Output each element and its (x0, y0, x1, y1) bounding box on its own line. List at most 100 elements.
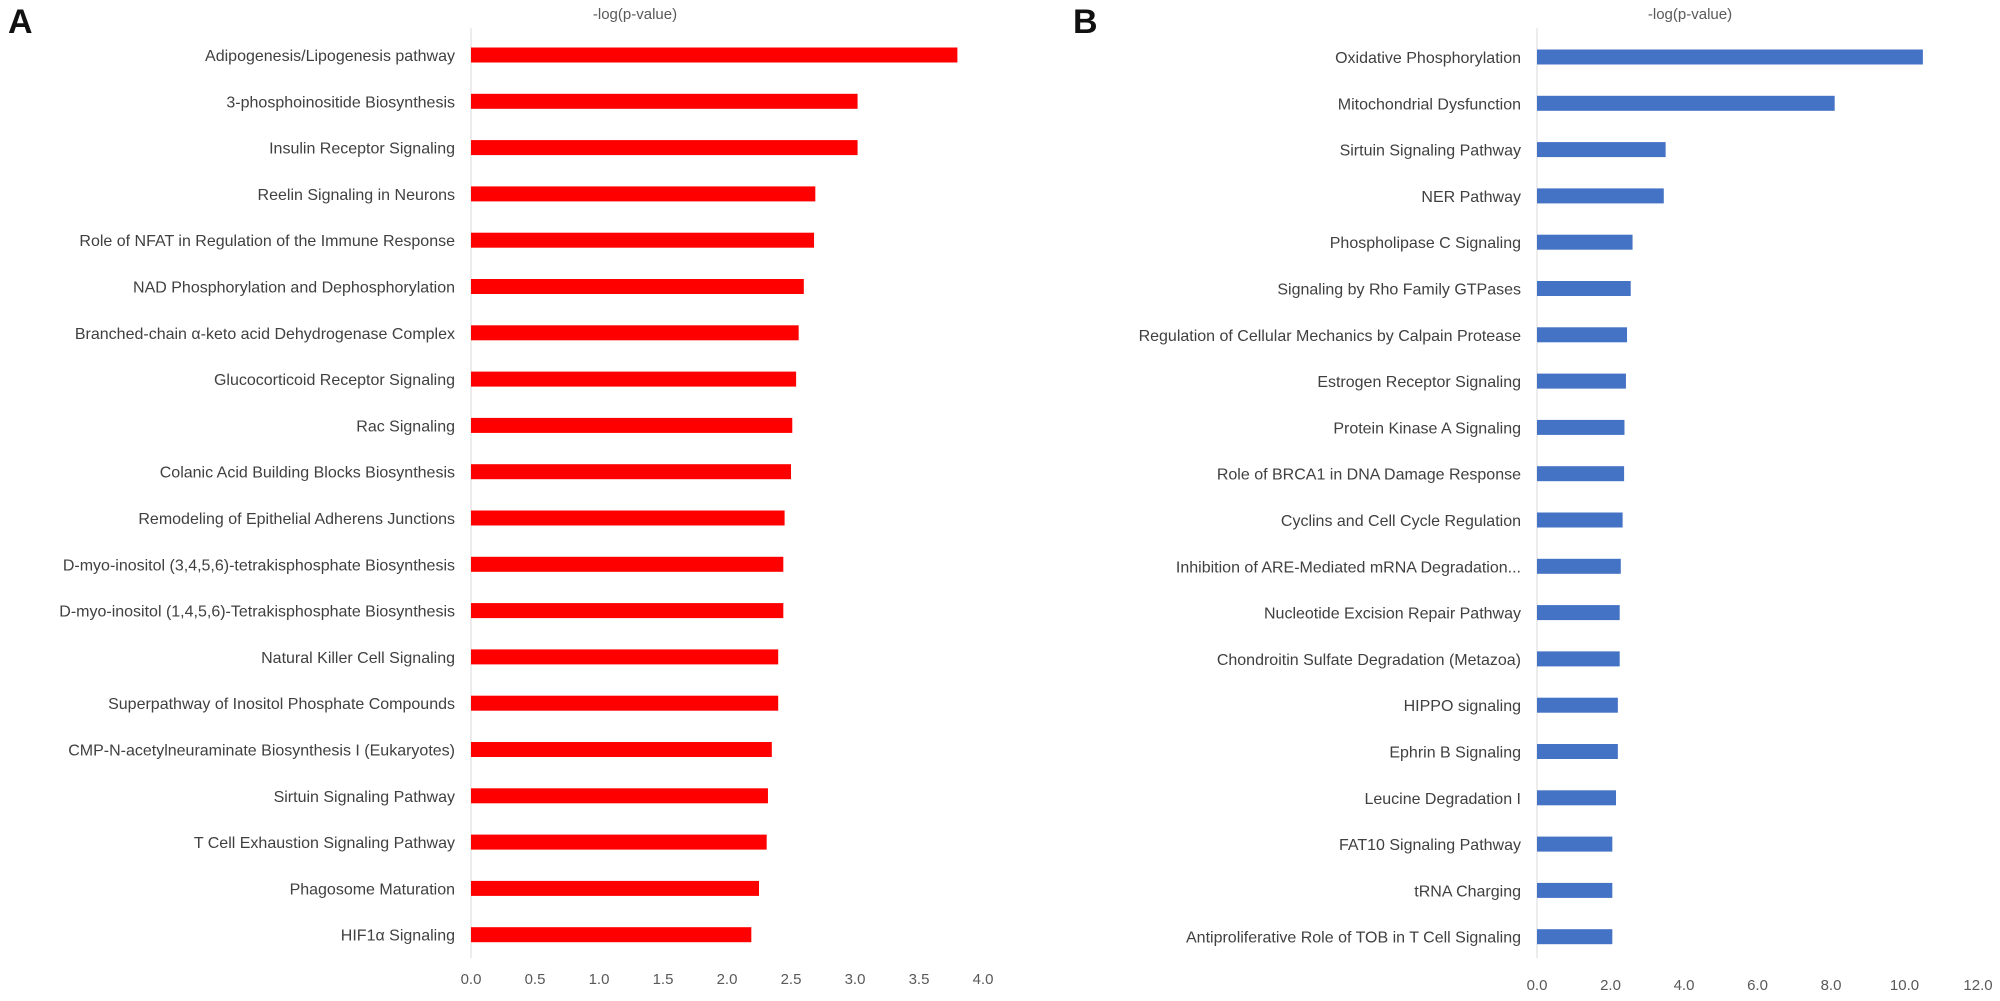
category-label-b-10: Role of BRCA1 in DNA Damage Response (1217, 467, 1521, 484)
bar-b-6 (1537, 281, 1631, 296)
chart-a: -log(p-value) Adipogenesis/Lipogenesis pa… (59, 6, 993, 988)
chart-b: -log(p-value) Oxidative Phosphorylation Mi… (1139, 6, 1993, 994)
bar-b-18 (1537, 836, 1613, 852)
category-label-a-8: Glucocorticoid Receptor Signaling (214, 372, 455, 389)
category-label-a-12: D-myo-inositol (3,4,5,6)-tetrakisphospha… (63, 557, 455, 574)
category-label-a-5: Role of NFAT in Regulation of the Immune… (79, 233, 455, 250)
bar-b-5 (1537, 234, 1633, 250)
category-label-a-11: Remodeling of Epithelial Adherens Juncti… (138, 511, 455, 528)
category-label-a-2: 3-phosphoinositide Biosynthesis (226, 94, 455, 111)
bar-a-5 (471, 232, 815, 248)
category-label-b-12: Inhibition of ARE-Mediated mRNA Degradat… (1176, 559, 1521, 576)
panel-letter-a: A (8, 3, 33, 41)
category-label-a-14: Natural Killer Cell Signaling (261, 650, 455, 667)
category-label-b-15: HIPPO signaling (1404, 698, 1521, 715)
axis-title-a: -log(p-value) (593, 6, 677, 23)
category-label-a-4: Reelin Signaling in Neurons (258, 187, 455, 204)
category-label-b-7: Regulation of Cellular Mechanics by Calp… (1139, 328, 1522, 345)
tick-label-a-9: 4.0 (973, 971, 994, 988)
category-label-b-5: Phospholipase C Signaling (1330, 235, 1521, 252)
bar-a-12 (471, 556, 784, 572)
bar-b-11 (1537, 512, 1623, 528)
tick-label-a-8: 3.5 (909, 971, 930, 988)
bar-b-9 (1537, 419, 1625, 435)
bar-b-12 (1537, 558, 1621, 574)
tick-label-b-2: 2.0 (1600, 977, 1621, 994)
category-label-b-19: tRNA Charging (1414, 883, 1521, 900)
category-label-a-9: Rac Signaling (356, 418, 455, 435)
bar-a-18 (471, 834, 767, 850)
tick-label-a-3: 1.0 (589, 971, 610, 988)
tick-label-b-3: 4.0 (1674, 977, 1695, 994)
category-label-b-6: Signaling by Rho Family GTPases (1277, 282, 1521, 299)
category-label-b-2: Mitochondrial Dysfunction (1338, 96, 1521, 113)
category-label-a-6: NAD Phosphorylation and Dephosphorylatio… (133, 280, 455, 297)
bar-a-6 (471, 279, 804, 294)
category-label-b-4: NER Pathway (1421, 189, 1521, 206)
bar-b-19 (1537, 882, 1613, 898)
bar-b-16 (1537, 744, 1618, 759)
bar-b-4 (1537, 188, 1664, 204)
category-label-a-18: T Cell Exhaustion Signaling Pathway (194, 835, 455, 852)
bar-b-8 (1537, 373, 1626, 389)
category-label-a-17: Sirtuin Signaling Pathway (274, 789, 455, 806)
bar-a-14 (471, 649, 779, 665)
category-label-b-20: Antiproliferative Role of TOB in T Cell … (1186, 930, 1521, 947)
category-label-b-11: Cyclins and Cell Cycle Regulation (1281, 513, 1521, 530)
tick-label-b-5: 8.0 (1821, 977, 1842, 994)
category-label-a-7: Branched-chain α-keto acid Dehydrogenase… (75, 326, 455, 343)
category-label-b-8: Estrogen Receptor Signaling (1317, 374, 1521, 391)
bar-b-3 (1537, 142, 1666, 158)
tick-label-b-6: 10.0 (1890, 977, 1919, 994)
bar-b-1 (1537, 49, 1923, 65)
category-label-a-1: Adipogenesis/Lipogenesis pathway (205, 48, 455, 65)
bar-b-17 (1537, 790, 1617, 806)
category-label-b-18: FAT10 Signaling Pathway (1339, 837, 1521, 854)
panel-letter-b: B (1073, 3, 1098, 41)
tick-label-a-6: 2.5 (781, 971, 802, 988)
bar-a-3 (471, 140, 858, 156)
bar-a-11 (471, 510, 785, 526)
category-label-b-1: Oxidative Phosphorylation (1335, 50, 1521, 67)
tick-label-b-1: 0.0 (1527, 977, 1548, 994)
category-label-a-16: CMP-N-acetylneuraminate Biosynthesis I (… (68, 743, 455, 760)
bar-b-10 (1537, 466, 1625, 482)
tick-label-a-4: 1.5 (653, 971, 674, 988)
category-label-b-16: Ephrin B Signaling (1389, 745, 1521, 762)
bar-a-9 (471, 417, 793, 433)
bar-a-15 (471, 695, 779, 711)
category-label-b-14: Chondroitin Sulfate Degradation (Metazoa… (1217, 652, 1521, 669)
bar-a-10 (471, 464, 791, 480)
category-label-a-3: Insulin Receptor Signaling (269, 141, 455, 158)
category-label-b-17: Leucine Degradation I (1364, 791, 1521, 808)
bar-a-2 (471, 93, 858, 109)
bar-b-14 (1537, 651, 1620, 667)
bar-a-19 (471, 880, 759, 896)
tick-label-a-2: 0.5 (525, 971, 546, 988)
axis-title-b: -log(p-value) (1648, 6, 1732, 23)
category-label-a-13: D-myo-inositol (1,4,5,6)-Tetrakisphospha… (59, 604, 455, 621)
category-label-b-13: Nucleotide Excision Repair Pathway (1264, 606, 1521, 623)
bar-a-1 (471, 47, 958, 63)
category-label-a-15: Superpathway of Inositol Phosphate Compo… (108, 696, 455, 713)
category-label-a-19: Phagosome Maturation (290, 881, 455, 898)
tick-label-a-5: 2.0 (717, 971, 738, 988)
bar-a-20 (471, 927, 752, 943)
category-label-b-3: Sirtuin Signaling Pathway (1340, 143, 1521, 160)
bar-a-7 (471, 325, 799, 341)
bar-a-4 (471, 186, 816, 202)
category-label-a-20: HIF1α Signaling (341, 928, 455, 945)
category-label-a-10: Colanic Acid Building Blocks Biosynthesi… (160, 465, 455, 482)
tick-label-a-7: 3.0 (845, 971, 866, 988)
bar-b-2 (1537, 95, 1835, 111)
bar-a-13 (471, 603, 784, 619)
bar-a-16 (471, 742, 772, 757)
bar-b-20 (1537, 929, 1613, 945)
bar-b-15 (1537, 697, 1618, 713)
bar-b-13 (1537, 605, 1620, 621)
bar-a-8 (471, 371, 797, 387)
bar-a-17 (471, 788, 768, 804)
tick-label-b-4: 6.0 (1747, 977, 1768, 994)
category-label-b-9: Protein Kinase A Signaling (1333, 420, 1521, 437)
